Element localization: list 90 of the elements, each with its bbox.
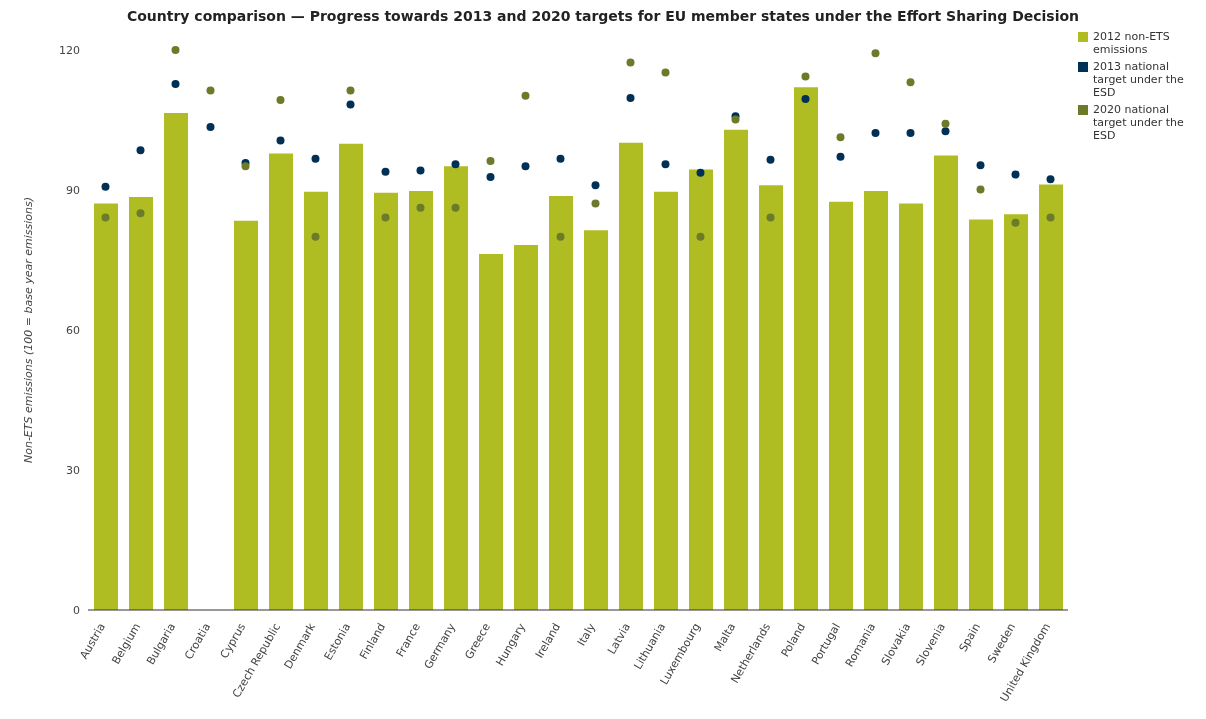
- point: [836, 152, 845, 161]
- point: [416, 203, 425, 212]
- bar: [899, 203, 923, 610]
- point: [136, 209, 145, 218]
- point: [171, 80, 180, 89]
- point: [1046, 175, 1055, 184]
- bar: [164, 113, 188, 610]
- point: [836, 133, 845, 142]
- bar: [444, 166, 468, 610]
- point: [801, 72, 810, 81]
- legend-label: 2020 national target under the ESD: [1093, 103, 1185, 142]
- point: [346, 86, 355, 95]
- y-tick-label: 90: [66, 183, 80, 197]
- bar: [514, 245, 538, 610]
- point: [1011, 170, 1020, 179]
- point: [521, 91, 530, 100]
- bar: [269, 153, 293, 610]
- point: [766, 213, 775, 222]
- point: [976, 185, 985, 194]
- bar: [864, 190, 888, 610]
- bar: [129, 197, 153, 610]
- point: [871, 49, 880, 58]
- legend-label: 2013 national target under the ESD: [1093, 60, 1185, 99]
- point: [696, 168, 705, 177]
- point: [241, 162, 250, 171]
- point: [556, 232, 565, 241]
- point: [206, 86, 215, 95]
- point: [696, 232, 705, 241]
- point: [1011, 218, 1020, 227]
- bar: [759, 185, 783, 610]
- point: [311, 232, 320, 241]
- point: [451, 160, 460, 169]
- point: [206, 123, 215, 131]
- point: [591, 199, 600, 208]
- bar: [724, 129, 748, 610]
- point: [906, 129, 915, 138]
- bar: [1004, 214, 1028, 610]
- y-axis-title: Non-ETS emissions (100 = base year emissions): [21, 196, 35, 464]
- point: [626, 58, 635, 67]
- point: [801, 95, 810, 103]
- point: [626, 94, 635, 103]
- bar: [584, 230, 608, 610]
- chart-title: Country comparison — Progress towards 2013 and 2020 targets for EU member states under the Effort Sharing Decision: [125, 8, 1081, 24]
- point: [101, 213, 110, 222]
- bar: [479, 253, 503, 610]
- point: [416, 166, 425, 175]
- bar: [654, 191, 678, 610]
- bar: [409, 190, 433, 610]
- bar: [339, 143, 363, 610]
- point: [976, 161, 985, 170]
- point: [311, 154, 320, 163]
- point: [941, 127, 950, 136]
- point: [101, 182, 110, 191]
- bar: [1039, 184, 1063, 610]
- bar: [969, 219, 993, 610]
- y-tick-label: 0: [73, 603, 80, 617]
- point: [661, 160, 670, 169]
- y-tick-label: 30: [66, 463, 80, 477]
- legend-label: 2012 non-ETS emissions: [1093, 30, 1171, 56]
- point: [276, 136, 285, 145]
- point: [346, 100, 355, 109]
- point: [276, 95, 285, 104]
- point: [521, 162, 530, 171]
- bar: [619, 142, 643, 610]
- point: [451, 203, 460, 212]
- bar: [304, 191, 328, 610]
- point: [381, 167, 390, 176]
- point: [556, 154, 565, 163]
- bar: [934, 155, 958, 610]
- point: [136, 146, 145, 155]
- point: [871, 129, 880, 138]
- point: [766, 155, 775, 164]
- bar: [549, 196, 573, 610]
- bar: [689, 169, 713, 610]
- point: [591, 181, 600, 190]
- bar: [94, 203, 118, 610]
- point: [381, 213, 390, 222]
- bar: [794, 87, 818, 610]
- point: [486, 157, 495, 166]
- point: [906, 78, 915, 87]
- point: [661, 68, 670, 77]
- bar: [829, 201, 853, 610]
- bar: [374, 192, 398, 610]
- point: [486, 172, 495, 181]
- point: [1046, 213, 1055, 222]
- point: [171, 46, 180, 54]
- y-tick-label: 120: [59, 43, 80, 57]
- y-tick-label: 60: [66, 323, 80, 337]
- bar: [234, 220, 258, 610]
- point: [941, 119, 950, 128]
